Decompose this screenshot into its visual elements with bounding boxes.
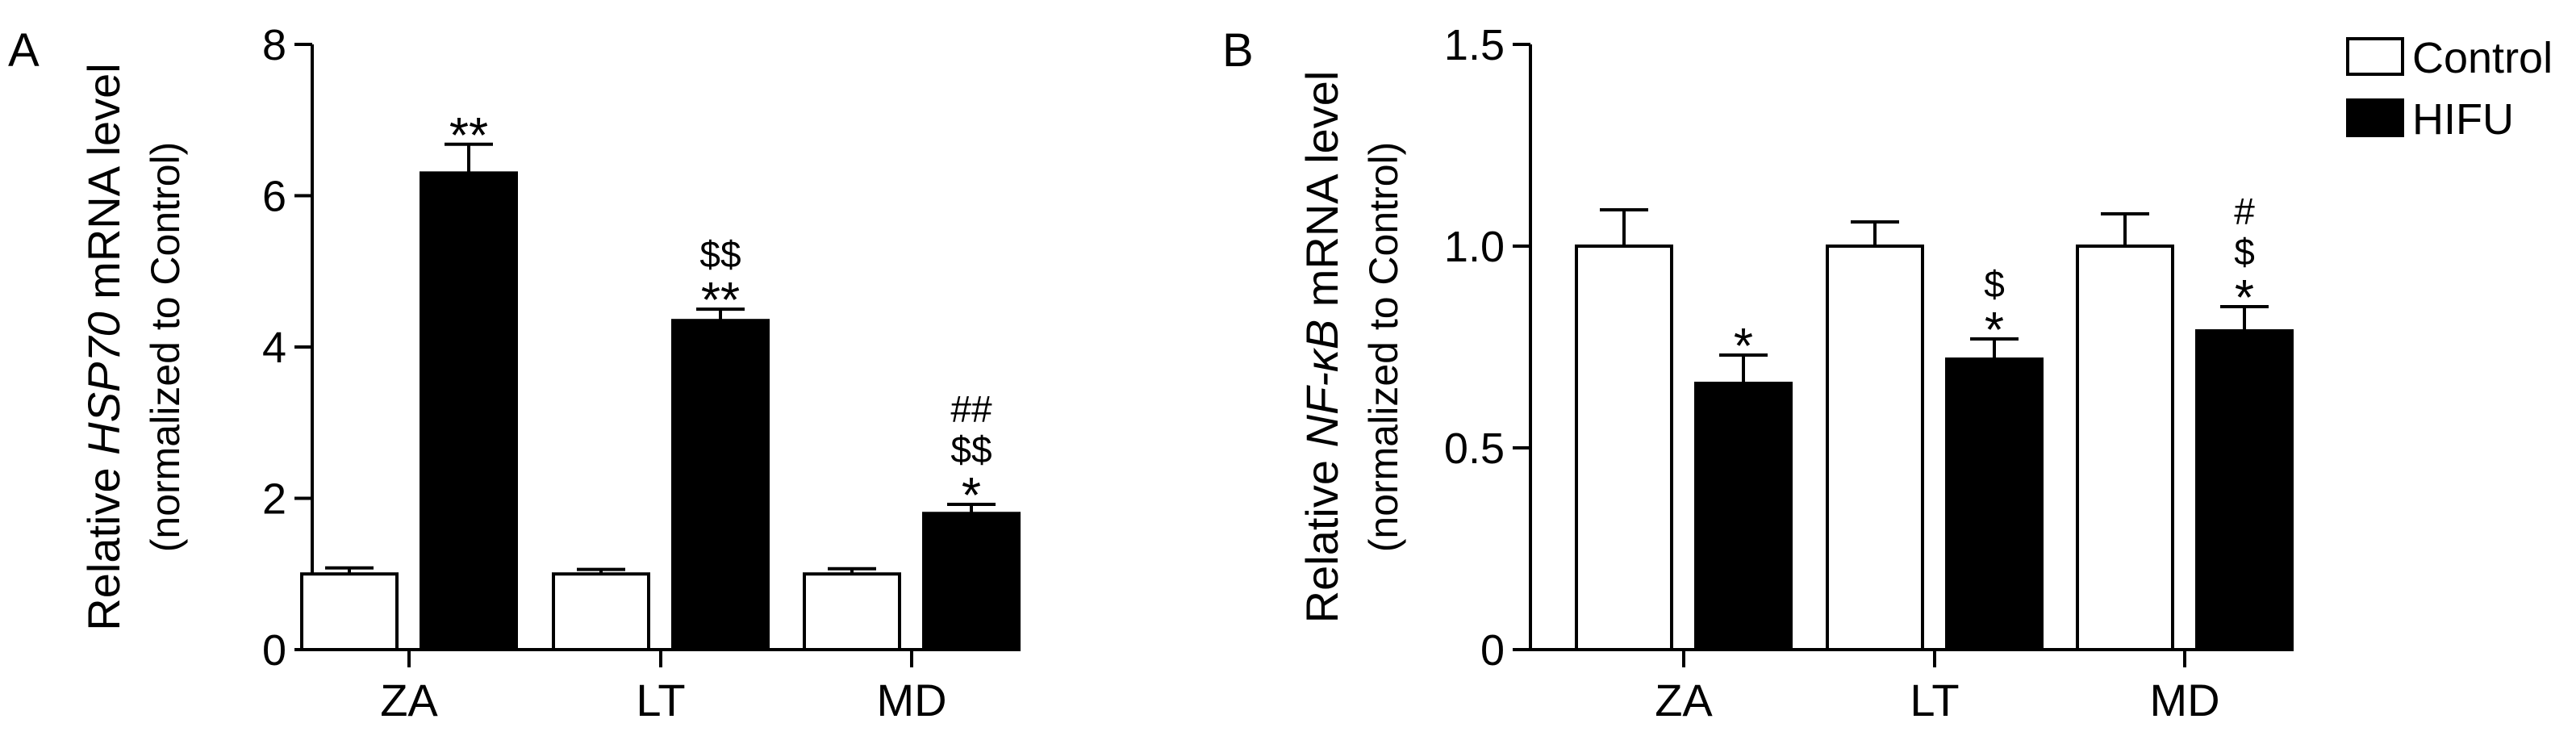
y-axis-label-part: mRNA level [1296, 71, 1347, 320]
significance-mark: ** [449, 108, 488, 164]
y-axis-label: Relative HSP70 mRNA level [78, 63, 129, 630]
significance-mark: * [1985, 303, 2004, 358]
y-tick-label: 8 [262, 21, 286, 69]
y-tick-label: 1.5 [1444, 21, 1505, 69]
y-axis-label-part: Relative [78, 455, 129, 631]
y-tick-label: 6 [262, 173, 286, 221]
y-axis-label-sub: (normalized to Control) [1361, 142, 1406, 553]
significance-mark: $$ [699, 233, 741, 275]
bar-hifu-md [922, 512, 1021, 651]
y-tick-label: 0 [1480, 626, 1505, 675]
y-tick-label: 1.0 [1444, 223, 1505, 271]
significance-mark: * [962, 468, 981, 524]
y-axis-label-part: Relative [1296, 447, 1347, 623]
x-tick-label: ZA [380, 675, 438, 725]
y-axis-label: Relative NF-κB mRNA level [1296, 71, 1347, 624]
bar-control-lt [552, 572, 650, 651]
significance-mark: * [1734, 319, 1753, 374]
legend-swatch-control [2346, 37, 2404, 76]
legend-label-control: Control [2412, 34, 2553, 82]
y-axis-label-part: mRNA level [78, 63, 129, 311]
y-tick-label: 2 [262, 475, 286, 524]
bar-hifu-lt [1945, 357, 2044, 651]
y-axis-label-part: HSP70 [78, 311, 129, 454]
y-tick-label: 0 [262, 626, 286, 675]
panel-label: A [8, 24, 40, 77]
legend: Control HIFU [2346, 34, 2553, 144]
significance-mark: $ [1984, 263, 2005, 305]
bar-control-za [1575, 245, 1673, 651]
legend-swatch-hifu [2346, 98, 2404, 137]
y-axis-label-sub: (normalized to Control) [143, 142, 188, 553]
bar-control-lt [1826, 245, 1924, 651]
x-tick-label: MD [2149, 675, 2219, 725]
panel-b-chart: B Relative NF-κB mRNA level (normalized to… [1222, 21, 2294, 725]
significance-mark: ## [950, 388, 992, 430]
significance-mark: $$ [950, 429, 992, 470]
panel-a-chart: A Relative HSP70 mRNA level (normalized to… [8, 21, 1021, 725]
significance-mark: ** [701, 273, 740, 328]
bar-hifu-md [2195, 329, 2294, 651]
legend-label-hifu: HIFU [2412, 95, 2514, 144]
x-tick-label: LT [1910, 675, 1959, 725]
y-tick-label: 4 [262, 324, 286, 372]
bar-hifu-lt [671, 319, 770, 651]
x-tick-label: LT [636, 675, 685, 725]
bar-control-za [300, 572, 399, 651]
x-tick-label: ZA [1655, 675, 1713, 725]
significance-mark: * [2235, 270, 2254, 326]
y-axis-label-part: NF-κB [1296, 320, 1347, 448]
x-tick-label: MD [876, 675, 946, 725]
significance-mark: $ [2234, 231, 2255, 273]
bar-control-md [2076, 245, 2174, 651]
bar-hifu-za [420, 171, 518, 651]
bar-hifu-za [1694, 382, 1793, 651]
panel-label: B [1222, 24, 1254, 77]
y-tick-label: 0.5 [1444, 424, 1505, 473]
significance-mark: # [2234, 190, 2255, 232]
bar-control-md [803, 572, 901, 651]
